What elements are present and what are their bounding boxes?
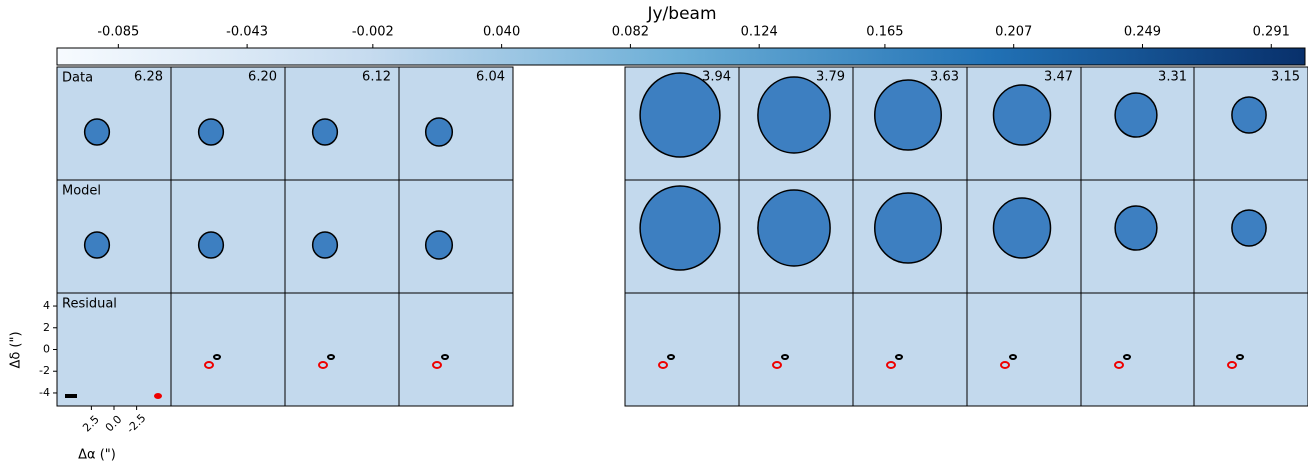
channel-label: 3.94 (702, 70, 731, 85)
channel-label: 3.79 (816, 70, 845, 85)
colorbar-tick-label: 0.165 (866, 25, 903, 40)
panel (399, 293, 513, 406)
channel-label: 3.15 (1271, 70, 1300, 85)
channel-label: 6.20 (248, 70, 277, 85)
colorbar-tick-label: 0.249 (1124, 25, 1161, 40)
emission (758, 190, 830, 266)
colorbar-tick-label: -0.002 (352, 25, 394, 40)
colorbar-tick-label: 0.291 (1253, 25, 1290, 40)
colorbar-tick-label: 0.207 (995, 25, 1032, 40)
row-label: Residual (62, 297, 117, 312)
colorbar-tick-label: 0.040 (483, 25, 520, 40)
emission (426, 118, 453, 146)
emission (85, 232, 110, 258)
panel (285, 180, 399, 293)
x-axis-label: Δα (") (78, 448, 116, 463)
colorbar-tick-label: 0.124 (741, 25, 778, 40)
y-tick-label: -4 (39, 386, 50, 399)
panel (625, 293, 739, 406)
panel (739, 293, 853, 406)
channel-label: 3.47 (1044, 70, 1073, 85)
emission (758, 77, 830, 153)
emission (994, 85, 1051, 145)
emission (994, 198, 1051, 258)
panel (399, 180, 513, 293)
emission (875, 193, 942, 263)
panel (1081, 293, 1195, 406)
y-tick-label: 4 (43, 299, 50, 312)
emission (640, 186, 720, 270)
colorbar-label: Jy/beam (646, 4, 716, 24)
figure: Jy/beam Δα (") Δδ (") -0.085 -0.043 -0.002… (0, 0, 1308, 467)
colorbar-tick-label: -0.043 (226, 25, 268, 40)
emission (85, 119, 110, 145)
panel (853, 293, 967, 406)
panel (1194, 293, 1308, 406)
emission (313, 232, 338, 258)
emission (1115, 206, 1157, 250)
channel-label: 6.12 (362, 70, 391, 85)
x-tick-label: 0.0 (103, 413, 125, 435)
colorbar-tick-label: -0.085 (97, 25, 139, 40)
emission (426, 231, 453, 259)
channel-label: 3.63 (930, 70, 959, 85)
panel (285, 293, 399, 406)
panel (171, 180, 285, 293)
x-tick-label: 2.5 (80, 413, 102, 435)
emission (1232, 97, 1266, 133)
emission (1232, 210, 1266, 246)
emission (199, 119, 224, 145)
emission (199, 232, 224, 258)
y-tick-label: 0 (43, 343, 50, 356)
panel (171, 293, 285, 406)
beam-bar (65, 394, 77, 398)
channel-label: 3.31 (1158, 70, 1187, 85)
x-tick-label: -2.5 (124, 411, 148, 435)
row-label: Model (62, 184, 101, 199)
row-label: Data (62, 71, 93, 86)
emission (875, 80, 942, 150)
emission (1115, 93, 1157, 137)
y-axis-label: Δδ (") (9, 331, 24, 368)
emission (640, 73, 720, 157)
channel-label: 6.28 (134, 70, 163, 85)
colorbar (57, 48, 1305, 65)
channel-label: 6.04 (476, 70, 505, 85)
y-tick-label: 2 (43, 321, 50, 334)
beam (154, 393, 162, 399)
y-tick-label: -2 (39, 364, 50, 377)
colorbar-tick-label: 0.082 (612, 25, 649, 40)
panel (967, 293, 1081, 406)
emission (313, 119, 338, 145)
